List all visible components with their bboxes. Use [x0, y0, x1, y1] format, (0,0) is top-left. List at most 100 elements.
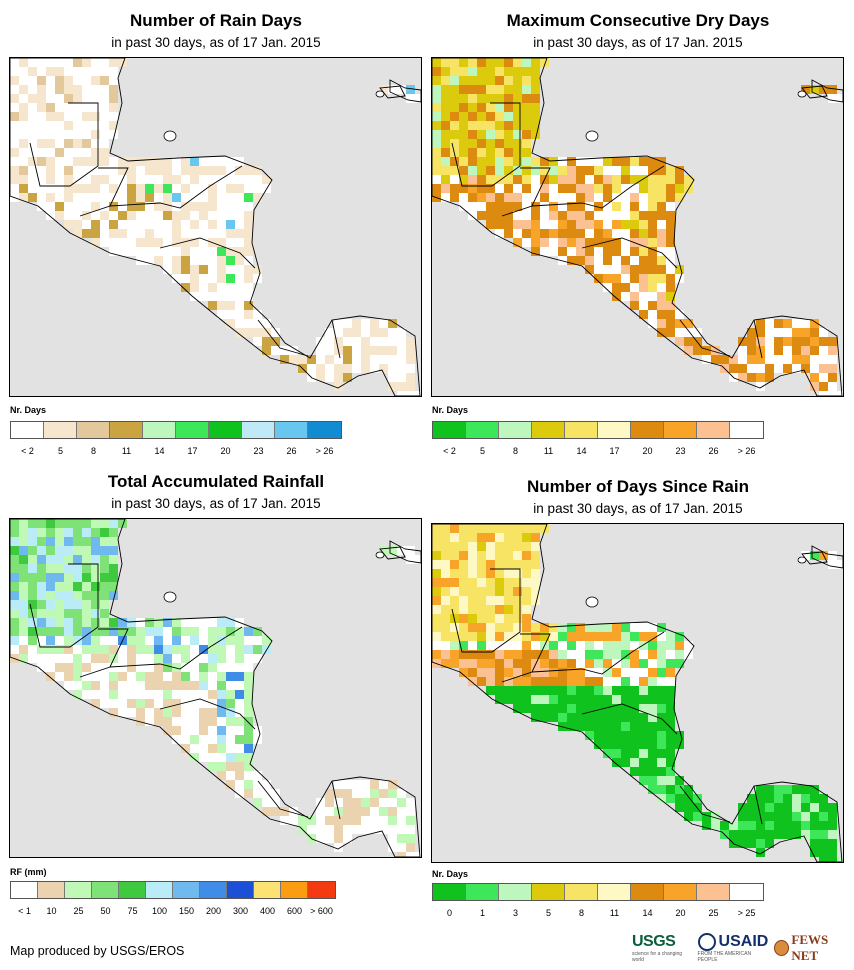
coastline — [432, 524, 843, 862]
country-border — [451, 102, 521, 187]
small-island — [585, 596, 599, 608]
legend-swatch — [664, 422, 697, 438]
legend-swatch — [77, 422, 110, 438]
legend-title: Nr. Days — [432, 869, 469, 879]
island-outline — [801, 551, 828, 565]
country-border — [451, 568, 521, 653]
legend-tick-label: 14 — [576, 446, 587, 456]
legend-swatch — [499, 422, 532, 438]
panel-title: Number of Rain Days — [130, 11, 302, 30]
legend-tick-label: 600 — [286, 906, 303, 916]
country-border — [331, 780, 341, 820]
island-outline — [389, 540, 421, 564]
legend-swatch — [499, 884, 532, 900]
panel-dry-days: Maximum Consecutive Dry Days in past 30 … — [428, 0, 848, 465]
legend-tick-label: 11 — [121, 446, 132, 456]
coastline — [10, 519, 421, 857]
data-grid — [10, 58, 421, 396]
legend-tick-label: 0 — [446, 908, 453, 918]
panel-days-since-rain: Number of Days Since Rain in past 30 day… — [428, 466, 848, 931]
legend-swatch — [146, 882, 173, 898]
credit-text: Map produced by USGS/EROS — [10, 944, 185, 958]
country-border — [79, 628, 129, 678]
usaid-logo: USAID FROM THE AMERICAN PEOPLE — [697, 933, 768, 963]
panel-subtitle: in past 30 days, as of 17 Jan. 2015 — [533, 501, 743, 516]
legend-swatch — [119, 882, 146, 898]
island-outline — [811, 79, 843, 103]
legend-swatch — [433, 422, 466, 438]
legend-swatch — [466, 422, 499, 438]
legend-swatch — [631, 884, 664, 900]
legend-tick-label: 26 — [708, 446, 719, 456]
legend-tick-label: 17 — [187, 446, 198, 456]
legend-swatch — [664, 884, 697, 900]
legend-ticks: < 1 10 25 50 75 100 150 200 300 400 600 > 600 — [10, 906, 334, 918]
legend-swatch — [38, 882, 65, 898]
panel-subtitle: in past 30 days, as of 17 Jan. 2015 — [111, 496, 321, 511]
legend-tick-label: < 2 — [443, 446, 456, 456]
legend-tick-label: > 25 — [737, 908, 756, 918]
country-border — [753, 785, 763, 825]
panel-title: Maximum Consecutive Dry Days — [506, 11, 770, 30]
legend-swatch — [730, 422, 763, 438]
legend-swatch — [308, 882, 335, 898]
legend-tick-label: 8 — [578, 908, 585, 918]
usgs-tagline: science for a changing world — [632, 951, 683, 963]
legend-tick-label: 11 — [609, 908, 620, 918]
country-border — [531, 165, 665, 209]
legend-swatch — [92, 882, 119, 898]
small-island — [797, 90, 807, 98]
fews-logo-text: FEWS NET — [791, 932, 829, 963]
legend-title: RF (mm) — [10, 867, 47, 877]
map-svg — [432, 524, 843, 862]
legend-tick-label: 20 — [675, 908, 686, 918]
small-island — [797, 556, 807, 564]
legend-tick-label: 50 — [100, 906, 111, 916]
country-border — [501, 167, 551, 217]
country-border — [531, 631, 665, 675]
legend-ticks: < 2 5 8 11 14 17 20 23 26 > 26 — [10, 446, 340, 458]
logo-strip: USGS science for a changing world USAID … — [632, 932, 854, 964]
legend-tick-label: 10 — [46, 906, 57, 916]
legend-ticks: < 2 5 8 11 14 17 20 23 26 > 26 — [432, 446, 762, 458]
legend-swatch — [281, 882, 308, 898]
legend-swatch — [11, 422, 44, 438]
legend-tick-label: 5 — [479, 446, 486, 456]
island-outline — [389, 79, 421, 103]
legend-swatch — [565, 884, 598, 900]
legend-swatch — [110, 422, 143, 438]
legend-tick-label: 8 — [512, 446, 519, 456]
legend-swatch — [275, 422, 308, 438]
data-grid — [432, 524, 843, 862]
legend-title: Nr. Days — [10, 405, 47, 415]
legend-swatch — [697, 884, 730, 900]
legend-ticks: 0 1 3 5 8 11 14 20 25 > 25 — [432, 908, 762, 920]
legend-swatch — [730, 884, 763, 900]
legend-tick-label: 1 — [479, 908, 486, 918]
map-svg — [10, 58, 421, 396]
panel-total-rainfall: Total Accumulated Rainfall in past 30 da… — [6, 466, 426, 931]
legend-swatch — [532, 884, 565, 900]
map-rain-days — [9, 57, 422, 397]
legend-swatch — [65, 882, 92, 898]
small-island — [585, 130, 599, 142]
legend-tick-label: 75 — [127, 906, 138, 916]
country-border — [679, 319, 731, 357]
legend-tick-label: 150 — [178, 906, 195, 916]
country-border — [581, 237, 678, 269]
legend-tick-label: > 600 — [310, 906, 333, 916]
map-days-since-rain — [431, 523, 844, 863]
legend-tick-label: 3 — [512, 908, 519, 918]
country-border — [29, 563, 99, 648]
country-border — [501, 633, 551, 683]
legend-tick-label: 5 — [545, 908, 552, 918]
legend-swatch — [631, 422, 664, 438]
legend-swatch — [176, 422, 209, 438]
country-border — [109, 626, 243, 670]
usaid-seal-icon — [697, 933, 716, 951]
data-grid — [432, 58, 843, 396]
legend-tick-label: 11 — [543, 446, 554, 456]
legend-title: Nr. Days — [432, 405, 469, 415]
legend-bar — [10, 421, 342, 439]
country-border — [257, 319, 309, 357]
